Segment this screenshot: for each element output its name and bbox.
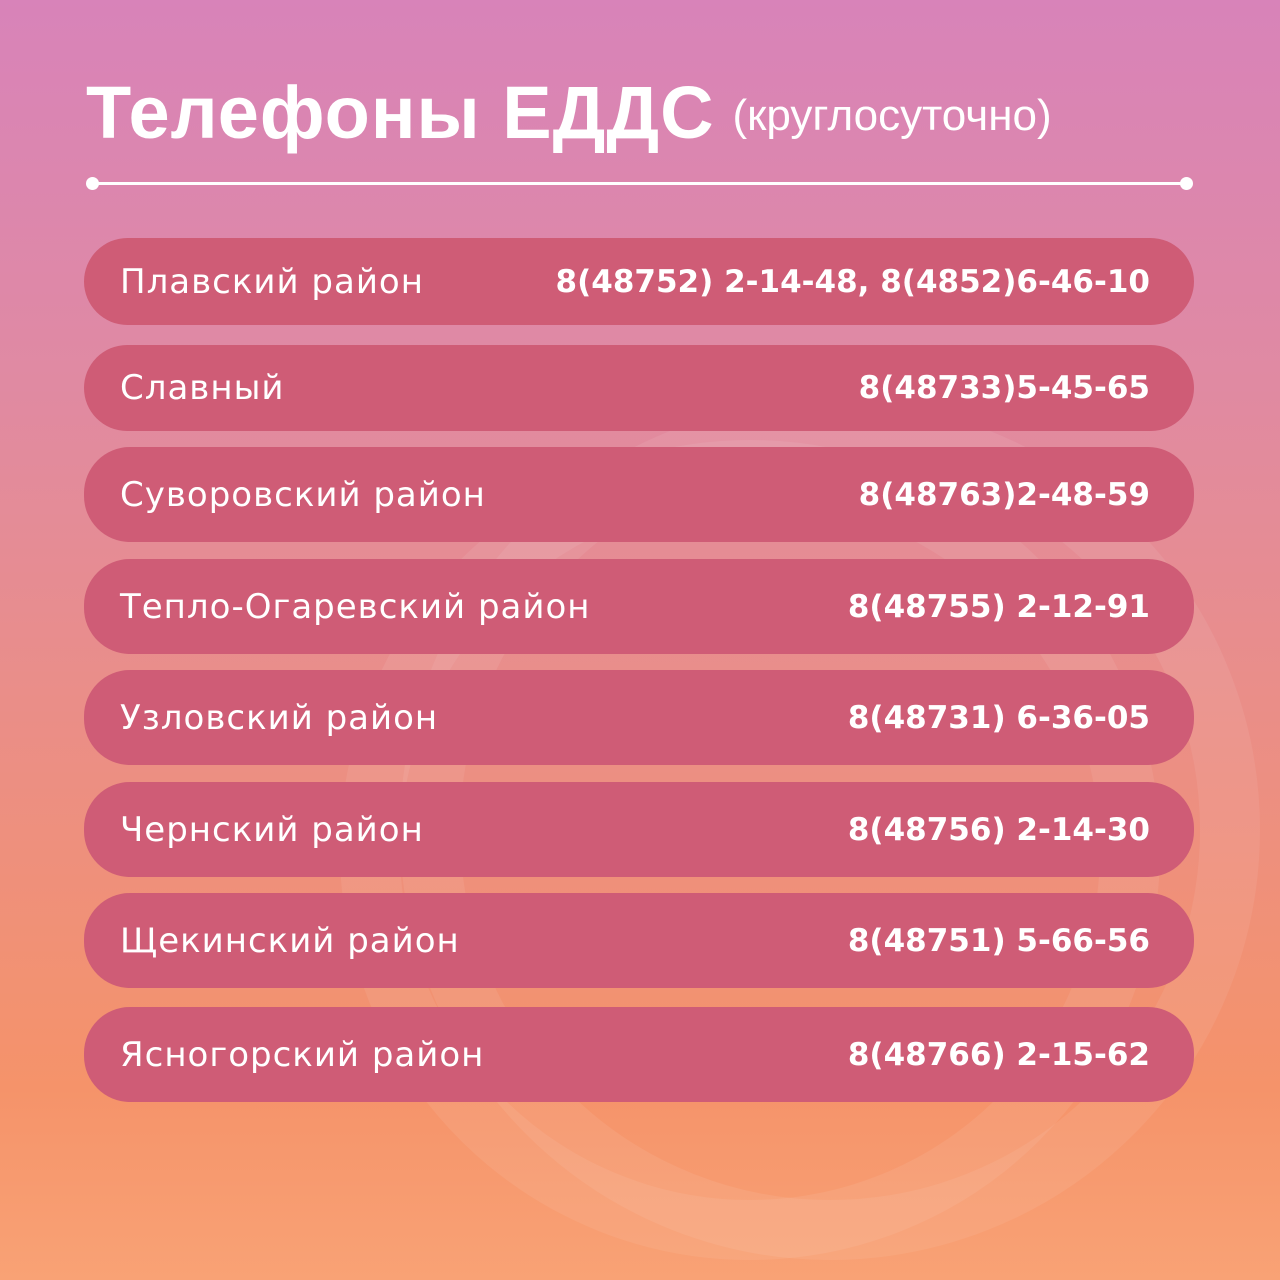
district-name: Суворовский район bbox=[120, 474, 486, 515]
phone-number[interactable]: 8(48752) 2-14-48, 8(4852)6-46-10 bbox=[555, 263, 1150, 300]
divider-dot-left bbox=[86, 177, 99, 190]
list-item: Плавский район 8(48752) 2-14-48, 8(4852)6… bbox=[84, 238, 1194, 325]
page-title: Телефоны ЕДДС (круглосуточно) bbox=[86, 70, 1052, 155]
list-item: Суворовский район 8(48763)2-48-59 bbox=[84, 447, 1194, 542]
phone-number[interactable]: 8(48756) 2-14-30 bbox=[847, 811, 1150, 848]
list-item: Щекинский район 8(48751) 5-66-56 bbox=[84, 893, 1194, 988]
district-name: Щекинский район bbox=[120, 920, 460, 961]
phone-number[interactable]: 8(48755) 2-12-91 bbox=[847, 588, 1150, 625]
list-item: Узловский район 8(48731) 6-36-05 bbox=[84, 670, 1194, 765]
district-name: Славный bbox=[120, 368, 285, 408]
list-item: Чернский район 8(48756) 2-14-30 bbox=[84, 782, 1194, 877]
divider-dot-right bbox=[1180, 177, 1193, 190]
phone-number[interactable]: 8(48763)2-48-59 bbox=[858, 476, 1150, 513]
district-name: Плавский район bbox=[120, 261, 424, 302]
list-item: Славный 8(48733)5-45-65 bbox=[84, 345, 1194, 431]
phone-number[interactable]: 8(48733)5-45-65 bbox=[858, 370, 1150, 406]
district-name: Тепло-Огаревский район bbox=[120, 586, 591, 627]
district-name: Ясногорский район bbox=[120, 1034, 485, 1075]
title-subtitle: (круглосуточно) bbox=[732, 91, 1052, 140]
phone-number[interactable]: 8(48731) 6-36-05 bbox=[847, 699, 1150, 736]
divider bbox=[92, 182, 1186, 185]
title-main: Телефоны ЕДДС bbox=[86, 71, 715, 154]
district-name: Узловский район bbox=[120, 697, 439, 738]
district-name: Чернский район bbox=[120, 809, 424, 850]
phone-number[interactable]: 8(48766) 2-15-62 bbox=[847, 1036, 1150, 1073]
list-item: Ясногорский район 8(48766) 2-15-62 bbox=[84, 1007, 1194, 1102]
list-item: Тепло-Огаревский район 8(48755) 2-12-91 bbox=[84, 559, 1194, 654]
phone-number[interactable]: 8(48751) 5-66-56 bbox=[847, 922, 1150, 959]
